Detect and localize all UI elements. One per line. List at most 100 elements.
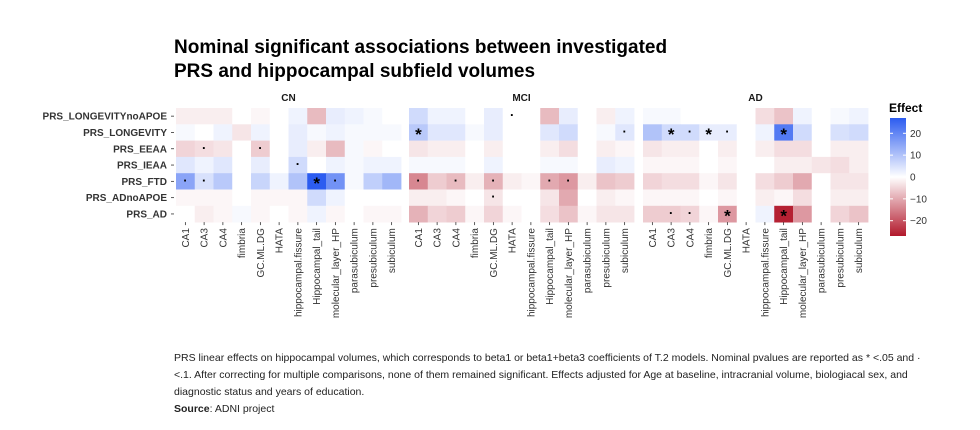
heatmap-cell bbox=[811, 173, 831, 190]
significance-dot: · bbox=[510, 108, 514, 123]
heatmap-cell bbox=[755, 189, 775, 207]
heatmap-cell bbox=[232, 108, 252, 125]
significance-star: * bbox=[668, 125, 675, 144]
panel-strip-label: CN bbox=[281, 93, 295, 104]
panel-strip-label: MCI bbox=[512, 93, 531, 104]
significance-dot: · bbox=[183, 173, 187, 188]
heatmap-cell bbox=[774, 189, 794, 207]
row-label: PRS_LONGEVITY bbox=[83, 128, 167, 139]
heatmap-cell bbox=[409, 189, 429, 207]
heatmap-cell bbox=[755, 173, 775, 190]
x-tick-label: CA1 bbox=[414, 228, 425, 248]
heatmap-cell bbox=[251, 124, 271, 141]
heatmap-cell bbox=[699, 108, 719, 125]
heatmap-cell bbox=[596, 205, 616, 223]
heatmap-cell bbox=[736, 173, 756, 190]
heatmap-cell bbox=[465, 140, 485, 158]
heatmap-cell bbox=[680, 189, 700, 207]
row-label: PRS_FTD bbox=[121, 177, 167, 188]
heatmap-cell bbox=[409, 156, 429, 174]
heatmap-cell bbox=[521, 124, 541, 141]
heatmap-cell bbox=[446, 156, 466, 174]
heatmap-cell bbox=[718, 156, 738, 174]
significance-dot: · bbox=[622, 124, 626, 139]
heatmap-cell bbox=[344, 205, 364, 223]
heatmap-cell bbox=[596, 173, 616, 190]
heatmap-cell bbox=[736, 189, 756, 207]
heatmap-cell bbox=[465, 124, 485, 141]
heatmap-cell bbox=[521, 108, 541, 125]
heatmap-cell bbox=[344, 140, 364, 158]
heatmap-cell bbox=[502, 124, 522, 141]
source-text: : ADNI project bbox=[209, 403, 275, 415]
heatmap-cell bbox=[643, 156, 663, 174]
heatmap-cell bbox=[176, 156, 196, 174]
row-label: PRS_IEAA bbox=[117, 161, 167, 172]
legend-colorbar bbox=[890, 118, 906, 236]
heatmap-cell bbox=[307, 156, 327, 174]
heatmap-cell bbox=[251, 108, 271, 125]
heatmap-cell bbox=[446, 173, 466, 190]
x-tick-label: fimbria bbox=[237, 228, 248, 258]
heatmap-cell bbox=[811, 189, 831, 207]
heatmap-cell bbox=[363, 173, 383, 190]
heatmap-cell bbox=[446, 108, 466, 125]
heatmap-cell bbox=[288, 140, 308, 158]
heatmap-cell bbox=[288, 189, 308, 207]
heatmap-cell bbox=[521, 156, 541, 174]
heatmap-cell bbox=[213, 173, 233, 190]
heatmap-cell bbox=[559, 124, 579, 141]
heatmap-cell bbox=[736, 156, 756, 174]
heatmap-cell bbox=[680, 124, 700, 141]
legend-tick-label: −10 bbox=[910, 194, 927, 205]
row-label: PRS_AD bbox=[126, 209, 167, 220]
heatmap-cell bbox=[176, 140, 196, 158]
heatmap-cell bbox=[176, 173, 196, 190]
heatmap-cell bbox=[559, 205, 579, 223]
caption-source: Source: ADNI project bbox=[174, 401, 934, 418]
heatmap-cell bbox=[736, 124, 756, 141]
heatmap-cell bbox=[344, 156, 364, 174]
heatmap-cell bbox=[427, 205, 447, 223]
heatmap-cell bbox=[363, 140, 383, 158]
heatmap-cell bbox=[699, 140, 719, 158]
x-tick-label: CA4 bbox=[218, 228, 229, 248]
heatmap-cell bbox=[540, 173, 560, 190]
x-tick-label: molecular_layer_HP bbox=[798, 228, 809, 318]
heatmap-cell bbox=[540, 205, 560, 223]
heatmap-cell bbox=[774, 173, 794, 190]
heatmap-cell bbox=[774, 124, 794, 141]
row-label: PRS_EEAA bbox=[113, 144, 167, 155]
x-tick-label: parasubiculum bbox=[817, 228, 828, 293]
heatmap-cell bbox=[615, 108, 635, 125]
heatmap-cell bbox=[755, 205, 775, 223]
heatmap-cell bbox=[194, 205, 214, 223]
heatmap-cell bbox=[830, 173, 850, 190]
heatmap-cell bbox=[363, 108, 383, 125]
heatmap-cell bbox=[446, 140, 466, 158]
heatmap-cell bbox=[699, 156, 719, 174]
heatmap-cell bbox=[540, 140, 560, 158]
x-tick-label: CA1 bbox=[181, 228, 192, 248]
heatmap-cell bbox=[718, 124, 738, 141]
heatmap-cell bbox=[559, 156, 579, 174]
significance-dot: · bbox=[296, 157, 300, 172]
heatmap-cell bbox=[774, 108, 794, 125]
heatmap-cell bbox=[849, 173, 869, 190]
heatmap-cell bbox=[521, 173, 541, 190]
heatmap-cell bbox=[484, 189, 504, 207]
heatmap-cell bbox=[382, 189, 402, 207]
heatmap-cell bbox=[793, 108, 813, 125]
x-tick-label: CA3 bbox=[433, 228, 444, 248]
heatmap-cell bbox=[596, 140, 616, 158]
significance-dot: · bbox=[725, 124, 729, 139]
heatmap-cell bbox=[830, 124, 850, 141]
heatmap-cell bbox=[830, 205, 850, 223]
heatmap-cell bbox=[774, 205, 794, 223]
x-tick-label: subiculum bbox=[854, 228, 865, 273]
heatmap-cell bbox=[849, 205, 869, 223]
heatmap-cell bbox=[344, 173, 364, 190]
heatmap-cell bbox=[465, 205, 485, 223]
heatmap-cell bbox=[849, 124, 869, 141]
x-tick-label: fimbria bbox=[704, 228, 715, 258]
